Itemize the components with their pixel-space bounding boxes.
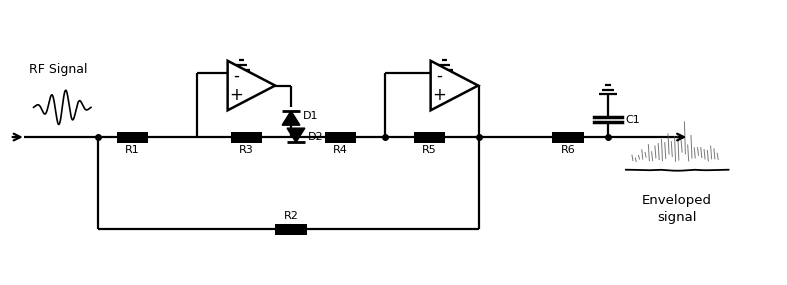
- Text: -: -: [437, 67, 442, 85]
- Text: Enveloped
signal: Enveloped signal: [642, 194, 712, 224]
- Text: R6: R6: [561, 145, 575, 156]
- Bar: [325, 132, 357, 142]
- Text: D2: D2: [308, 132, 323, 142]
- Text: D1: D1: [303, 111, 319, 121]
- Polygon shape: [282, 111, 300, 125]
- Text: R2: R2: [283, 211, 298, 221]
- Text: +: +: [433, 86, 446, 105]
- Bar: [414, 132, 445, 142]
- Text: R1: R1: [125, 145, 140, 156]
- Bar: [116, 132, 149, 142]
- Bar: [552, 132, 584, 142]
- Text: R5: R5: [423, 145, 437, 156]
- Polygon shape: [430, 61, 478, 110]
- Text: -: -: [234, 67, 239, 85]
- Text: C1: C1: [626, 115, 641, 125]
- Bar: [275, 224, 307, 235]
- Polygon shape: [287, 128, 305, 142]
- Bar: [231, 132, 262, 142]
- Text: RF Signal: RF Signal: [29, 63, 87, 76]
- Text: R4: R4: [333, 145, 348, 156]
- Text: R3: R3: [239, 145, 254, 156]
- Text: +: +: [230, 86, 243, 105]
- Polygon shape: [227, 61, 275, 110]
